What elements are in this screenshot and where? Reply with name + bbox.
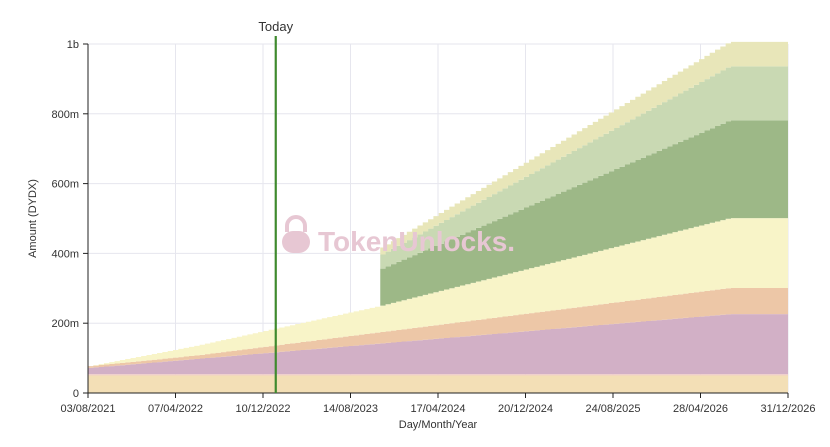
today-label: Today [258, 19, 293, 34]
y-tick-label: 400m [51, 248, 79, 260]
stacked-areas [88, 41, 788, 393]
y-tick-label: 200m [51, 318, 79, 330]
watermark-text: TokenUnlocks. [318, 226, 515, 257]
area-series-4 [88, 287, 788, 368]
area-series-5 [88, 218, 788, 367]
y-axis-title: Amount (DYDX) [27, 179, 39, 258]
lock-logo-icon [282, 215, 310, 253]
area-series-7 [88, 66, 788, 367]
y-tick-label: 800m [51, 109, 79, 121]
x-tick-label: 31/12/2026 [760, 403, 815, 415]
x-tick-label: 24/08/2025 [585, 403, 640, 415]
x-tick-label: 07/04/2022 [148, 403, 203, 415]
x-axis-title: Day/Month/Year [399, 419, 478, 431]
area-series-8 [88, 41, 788, 367]
area-series-6 [88, 120, 788, 367]
area-series-1 [88, 375, 788, 393]
x-tick-label: 17/04/2024 [410, 403, 465, 415]
area-series-2 [88, 374, 788, 376]
y-tick-label: 0 [73, 388, 79, 400]
y-tick-label: 1b [67, 39, 79, 51]
x-tick-label: 14/08/2023 [323, 403, 378, 415]
axes: 03/08/2021 07/04/2022 10/12/2022 14/08/2023… [51, 39, 815, 415]
watermark: TokenUnlocks. [282, 215, 515, 257]
today-marker: Today [258, 19, 294, 393]
x-tick-label: 28/04/2026 [673, 403, 728, 415]
x-tick-label: 20/12/2024 [498, 403, 553, 415]
x-tick-label: 10/12/2022 [235, 403, 290, 415]
area-series-3 [88, 314, 788, 375]
y-tick-label: 600m [51, 179, 79, 191]
x-tick-label: 03/08/2021 [60, 403, 115, 415]
